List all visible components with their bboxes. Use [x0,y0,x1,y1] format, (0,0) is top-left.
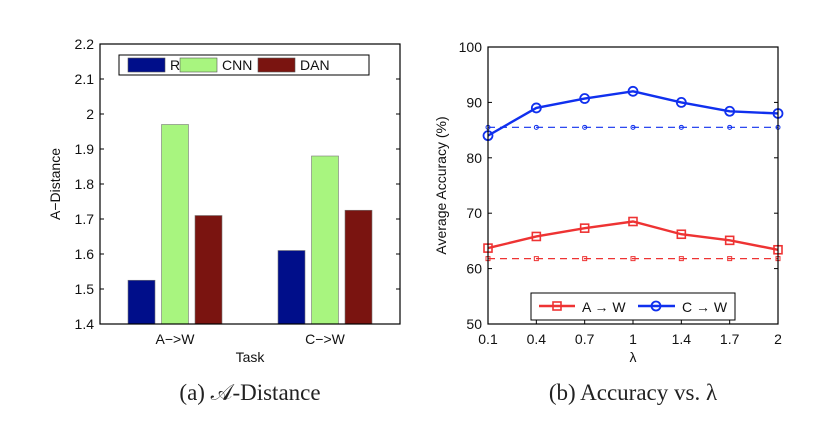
legend-marker-aw [552,301,562,311]
series-line-aw [487,220,779,251]
y-tick-label: 2.2 [75,36,95,52]
x-tick-label: 1 [629,331,637,347]
y-tick-label: 1.8 [75,176,95,192]
y-tick-label: 1.6 [75,246,95,262]
baseline-marker [533,256,539,262]
y-axis-label: A−Distance [47,148,63,220]
x-axis-label: Task [236,349,266,365]
legend-swatch-raw [127,57,166,73]
y-tick-label: 2 [86,106,94,122]
x-tick-label: 1.4 [672,331,692,347]
data-point [531,231,542,242]
x-tick-label: 0.7 [575,331,595,347]
data-point [724,105,736,117]
bar-dan [344,209,373,325]
legend-label: C → W [682,299,728,315]
y-axis-label: Average Accuracy (%) [433,116,449,254]
y-tick-label: 1.9 [75,141,95,157]
legend-label: DAN [300,57,330,73]
baseline-marker [630,256,636,262]
baseline-marker [678,124,684,130]
data-point [627,85,639,97]
x-tick-label: 2 [774,331,782,347]
bar-cnn [161,124,189,325]
y-tick-label: 60 [466,261,482,277]
baseline-marker [678,256,684,262]
bar-raw [277,250,306,325]
data-point [628,216,638,227]
x-tick-label: 1.7 [720,331,740,347]
x-tick-label: C−>W [305,331,345,347]
bar-cnn [311,155,339,325]
bar-raw [127,279,156,325]
data-point [676,229,687,240]
y-tick-label: 1.7 [75,211,95,227]
y-tick-label: 1.5 [75,281,95,297]
legend-marker-cw [650,300,662,312]
y-tick-label: 90 [466,94,482,110]
baseline-marker [727,256,733,262]
plot-frame [487,46,779,325]
y-tick-label: 50 [466,316,482,332]
caption-a: (a) 𝒜-Distance [179,380,321,405]
y-tick-label: 1.4 [75,316,95,332]
series-line-cw [487,90,779,137]
baseline-marker [630,124,636,130]
x-tick-label: A−>W [156,331,196,347]
legend-swatch-cnn [179,57,218,73]
data-point [724,235,735,246]
baseline-marker [582,256,588,262]
baseline-marker [533,124,539,130]
plot-frame [99,43,401,325]
x-axis-label: λ [630,349,637,365]
y-tick-label: 70 [466,205,482,221]
baseline-marker [727,124,733,130]
legend-label: A → W [582,299,626,315]
data-point [530,102,542,114]
data-point [579,93,591,104]
baseline-marker [582,124,588,130]
bar-dan [194,215,223,325]
x-tick-label: 0.1 [478,331,498,347]
caption-b: (b) Accuracy vs. λ [548,380,718,405]
y-tick-label: 2.1 [75,71,95,87]
legend-swatch-dan [257,57,296,73]
data-point [675,97,687,108]
y-tick-label: 100 [459,39,483,55]
y-tick-label: 80 [466,150,482,166]
x-tick-label: 0.4 [527,331,547,347]
legend-label: CNN [222,57,252,73]
data-point [579,223,590,233]
